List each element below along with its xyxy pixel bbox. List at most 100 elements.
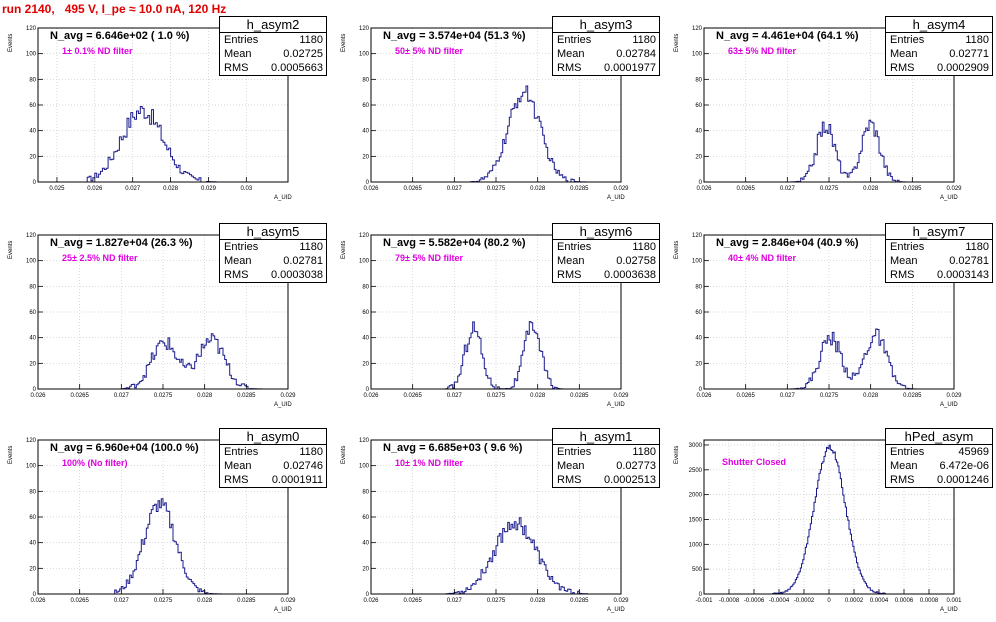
y-tick-label: 120 <box>26 233 37 239</box>
x-tick-label: -0.0002 <box>794 598 815 604</box>
y-tick-label: 120 <box>26 26 37 32</box>
stats-label: Mean <box>557 255 585 267</box>
y-axis-title: Events <box>341 240 347 259</box>
x-tick-label: 0.03 <box>240 186 252 192</box>
stats-box-hPed_asym: hPed_asym Entries 45969 Mean 6.472e-06 RMS 0.0… <box>885 428 993 488</box>
y-tick-label: 60 <box>29 103 36 109</box>
y-tick-label: 80 <box>362 284 369 290</box>
y-tick-label: 1000 <box>689 542 703 548</box>
x-tick-label: 0.028 <box>863 186 879 192</box>
y-tick-label: 60 <box>362 103 369 109</box>
x-tick-label: 0.029 <box>280 598 296 604</box>
y-tick-label: 120 <box>692 26 703 32</box>
stats-label: Mean <box>890 255 918 267</box>
y-tick-label: 60 <box>362 310 369 316</box>
stats-value: 0.0001911 <box>271 474 323 486</box>
stats-label: RMS <box>224 474 249 486</box>
x-tick-label: 0.027 <box>125 186 141 192</box>
stats-box-h_asym6: h_asym6 Entries 1180 Mean 0.02758 RMS 0.000363… <box>552 223 660 283</box>
histogram-line <box>445 517 589 595</box>
y-tick-label: 40 <box>695 129 702 135</box>
stats-label: Entries <box>224 34 259 46</box>
stats-row: Entries 1180 <box>553 445 659 459</box>
x-tick-label: 0.026 <box>363 393 379 399</box>
stats-row: Mean 0.02781 <box>886 254 992 268</box>
histogram-line <box>787 328 929 390</box>
stats-label: Entries <box>557 34 592 46</box>
x-tick-label: 0.027 <box>114 598 130 604</box>
histogram-panel-h_asym6: 0.026 0.0265 0.027 0.0275 0.028 0.0285 0.029 0 2… <box>333 223 663 415</box>
x-tick-label: 0.028 <box>863 393 879 399</box>
y-tick-label: 40 <box>362 541 369 547</box>
stats-label: Entries <box>557 241 592 253</box>
y-tick-label: 80 <box>29 77 36 83</box>
stats-row: Entries 1180 <box>220 445 326 459</box>
y-tick-label: 20 <box>362 361 369 367</box>
stats-row: Mean 0.02784 <box>553 47 659 61</box>
x-tick-label: -0.0008 <box>719 598 740 604</box>
x-axis-title: A_UID <box>274 195 292 201</box>
histogram-plot-h_asym3: 0.026 0.0265 0.027 0.0275 0.028 0.0285 0.029 0 2… <box>359 26 629 192</box>
y-tick-label: 20 <box>362 154 369 160</box>
stats-row: Entries 1180 <box>553 33 659 47</box>
y-tick-label: 40 <box>362 129 369 135</box>
stats-row: RMS 0.0003143 <box>886 268 992 282</box>
stats-label: Mean <box>557 460 585 472</box>
histogram-name: h_asym6 <box>553 224 659 240</box>
stats-row: RMS 0.0002513 <box>553 473 659 487</box>
y-tick-label: 100 <box>692 259 703 265</box>
y-axis-title: Events <box>674 445 680 464</box>
x-tick-label: 0.0275 <box>820 186 839 192</box>
stats-value: 0.0005663 <box>271 62 323 74</box>
x-tick-label: 0.0265 <box>403 598 422 604</box>
histogram-plot-h_asym2: 0.025 0.026 0.027 0.028 0.029 0.03 0 20 40 60 80 10… <box>26 26 289 192</box>
histogram-name: h_asym1 <box>553 429 659 445</box>
y-axis-title: Events <box>674 240 680 259</box>
y-axis-title: Events <box>8 445 14 464</box>
stats-label: RMS <box>557 474 582 486</box>
n-avg-label: N_avg = 3.574e+04 (51.3 %) <box>383 30 526 42</box>
y-tick-label: 100 <box>692 52 703 58</box>
y-tick-label: 60 <box>29 515 36 521</box>
y-tick-label: 20 <box>695 154 702 160</box>
stats-value: 0.0003638 <box>604 269 656 281</box>
x-tick-label: 0 <box>827 598 831 604</box>
x-tick-label: 0.0285 <box>903 186 922 192</box>
x-tick-label: 0.0285 <box>570 598 589 604</box>
x-tick-label: 0.0285 <box>903 393 922 399</box>
x-tick-label: 0.028 <box>530 186 546 192</box>
y-tick-label: 0 <box>33 387 37 393</box>
stats-label: RMS <box>224 269 249 281</box>
y-tick-label: 120 <box>359 438 370 444</box>
stats-label: RMS <box>890 269 915 281</box>
stats-box-h_asym0: h_asym0 Entries 1180 Mean 0.02746 RMS 0.000191… <box>219 428 327 488</box>
x-tick-label: 0.029 <box>946 186 962 192</box>
x-tick-label: 0.028 <box>197 598 213 604</box>
stats-label: Entries <box>224 241 259 253</box>
x-axis-title: A_UID <box>274 607 292 613</box>
stats-row: Mean 0.02725 <box>220 47 326 61</box>
y-tick-label: 80 <box>362 489 369 495</box>
x-tick-label: 0.026 <box>696 186 712 192</box>
stats-row: RMS 0.0001911 <box>220 473 326 487</box>
stats-label: Mean <box>890 460 918 472</box>
stats-label: Mean <box>224 460 252 472</box>
stats-value: 0.0002513 <box>604 474 656 486</box>
n-avg-label: N_avg = 4.461e+04 (64.1 %) <box>716 30 859 42</box>
stats-value: 0.02725 <box>283 48 323 60</box>
stats-value: 1180 <box>965 34 989 46</box>
histogram-line <box>120 333 263 390</box>
stats-value: 45969 <box>958 446 989 458</box>
y-tick-label: 20 <box>29 566 36 572</box>
n-avg-label: N_avg = 6.960e+04 (100.0 %) <box>50 442 199 454</box>
x-tick-label: 0.027 <box>447 598 463 604</box>
x-tick-label: 0.028 <box>530 393 546 399</box>
filter-note: 40± 4% ND filter <box>728 253 796 263</box>
histogram-line <box>86 106 217 183</box>
stats-row: RMS 0.0005663 <box>220 61 326 75</box>
histogram-panel-h_asym3: 0.026 0.0265 0.027 0.0275 0.028 0.0285 0.029 0 2… <box>333 16 663 208</box>
stats-row: Mean 0.02771 <box>886 47 992 61</box>
y-tick-label: 120 <box>359 26 370 32</box>
y-tick-label: 0 <box>699 387 703 393</box>
x-tick-label: 0.0265 <box>403 186 422 192</box>
